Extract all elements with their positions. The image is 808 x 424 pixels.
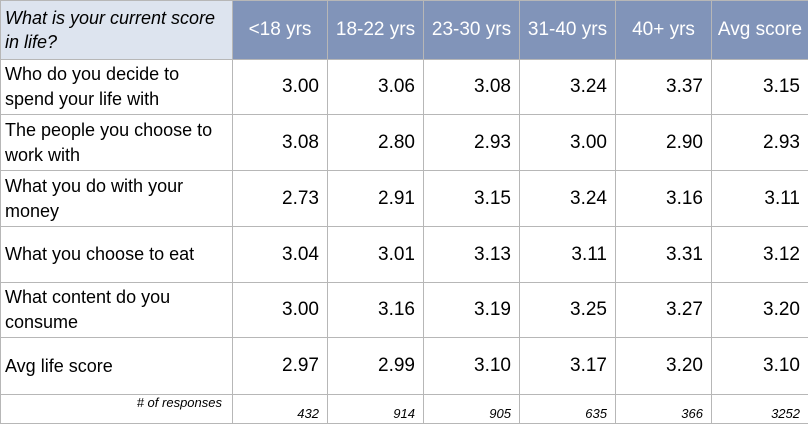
column-header: 23-30 yrs: [424, 1, 520, 60]
header-row: What is your current score in life? <18 …: [1, 1, 808, 60]
column-header: <18 yrs: [233, 1, 328, 60]
responses-count: 3252: [712, 395, 808, 424]
responses-label: # of responses: [1, 395, 233, 424]
score-cell: 3.20: [712, 283, 808, 338]
score-cell: 2.93: [424, 115, 520, 171]
column-header: Avg score: [712, 1, 808, 60]
score-cell: 2.93: [712, 115, 808, 171]
row-label: Avg life score: [1, 338, 233, 395]
score-cell: 2.80: [328, 115, 424, 171]
score-cell: 3.10: [712, 338, 808, 395]
score-cell: 3.00: [520, 115, 616, 171]
responses-count: 905: [424, 395, 520, 424]
score-cell: 3.00: [233, 60, 328, 115]
score-cell: 3.11: [712, 171, 808, 227]
score-cell: 2.91: [328, 171, 424, 227]
score-cell: 3.11: [520, 227, 616, 283]
column-header: 31-40 yrs: [520, 1, 616, 60]
score-cell: 2.99: [328, 338, 424, 395]
row-label: What content do you consume: [1, 283, 233, 338]
responses-count: 914: [328, 395, 424, 424]
score-cell: 3.24: [520, 171, 616, 227]
score-cell: 3.27: [616, 283, 712, 338]
score-cell: 3.24: [520, 60, 616, 115]
score-cell: 3.17: [520, 338, 616, 395]
responses-count: 366: [616, 395, 712, 424]
score-cell: 3.08: [233, 115, 328, 171]
score-cell: 3.00: [233, 283, 328, 338]
score-cell: 3.20: [616, 338, 712, 395]
score-cell: 3.19: [424, 283, 520, 338]
score-cell: 3.13: [424, 227, 520, 283]
score-cell: 2.97: [233, 338, 328, 395]
row-label: What you do with your money: [1, 171, 233, 227]
score-cell: 3.16: [616, 171, 712, 227]
responses-count: 432: [233, 395, 328, 424]
score-cell: 3.10: [424, 338, 520, 395]
column-header: 40+ yrs: [616, 1, 712, 60]
score-cell: 3.25: [520, 283, 616, 338]
column-header: 18-22 yrs: [328, 1, 424, 60]
table-row: Who do you decide to spend your life wit…: [1, 60, 808, 115]
score-cell: 2.73: [233, 171, 328, 227]
responses-count: 635: [520, 395, 616, 424]
score-cell: 2.90: [616, 115, 712, 171]
score-cell: 3.31: [616, 227, 712, 283]
score-cell: 3.08: [424, 60, 520, 115]
score-cell: 3.04: [233, 227, 328, 283]
row-label: Who do you decide to spend your life wit…: [1, 60, 233, 115]
row-label: The people you choose to work with: [1, 115, 233, 171]
score-cell: 3.06: [328, 60, 424, 115]
score-cell: 3.15: [424, 171, 520, 227]
score-cell: 3.15: [712, 60, 808, 115]
score-cell: 3.16: [328, 283, 424, 338]
score-cell: 3.37: [616, 60, 712, 115]
score-cell: 3.01: [328, 227, 424, 283]
row-label: What you choose to eat: [1, 227, 233, 283]
score-cell: 3.12: [712, 227, 808, 283]
table-title: What is your current score in life?: [1, 1, 233, 60]
